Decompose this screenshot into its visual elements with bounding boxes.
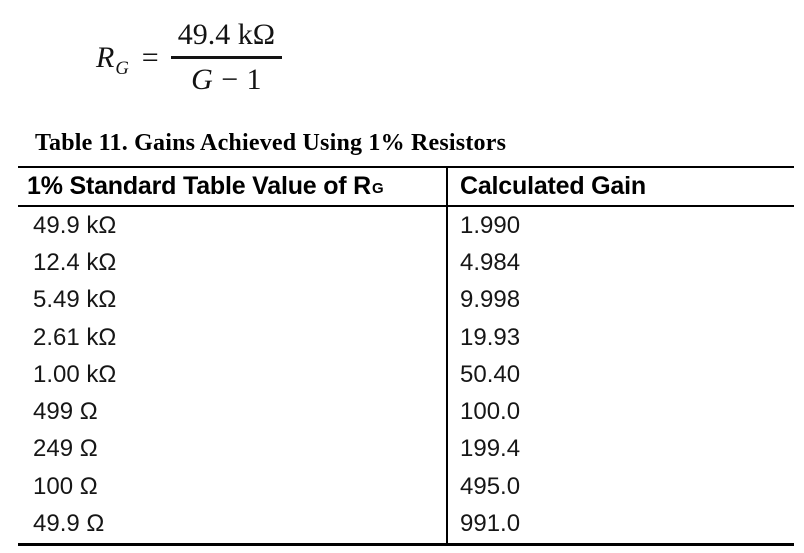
rg-value-cell: 2.61 kΩ bbox=[33, 323, 117, 351]
column-header-calculated-gain: Calculated Gain bbox=[446, 168, 794, 207]
rg-value-cell: 49.9 kΩ bbox=[33, 211, 117, 239]
formula-subscript-g: G bbox=[115, 57, 129, 79]
table-title: Table 11. Gains Achieved Using 1% Resist… bbox=[35, 130, 507, 156]
denominator-constant: 1 bbox=[246, 63, 262, 96]
equals-sign: = bbox=[141, 40, 159, 74]
rg-value-cell: 249 Ω bbox=[33, 435, 98, 463]
gain-value-cell: 9.998 bbox=[446, 281, 794, 319]
gain-value-cell: 495.0 bbox=[446, 468, 794, 506]
fraction-bar bbox=[170, 56, 282, 59]
gain-value-cell: 199.4 bbox=[446, 430, 794, 469]
gain-value-cell: 1.990 bbox=[446, 207, 794, 245]
gain-value-cell: 100.0 bbox=[446, 393, 794, 431]
denominator-variable-g: G bbox=[191, 63, 213, 96]
fraction-denominator: G −1 bbox=[184, 59, 268, 97]
gain-value-cell: 19.93 bbox=[446, 318, 794, 357]
minus-sign: − bbox=[221, 63, 239, 96]
rg-value-cell: 499 Ω bbox=[33, 398, 98, 426]
gain-value-cell: 4.984 bbox=[446, 244, 794, 282]
formula-fraction: 49.4 kΩ G −1 bbox=[170, 18, 282, 97]
formula-variable-r: R bbox=[96, 40, 115, 74]
fraction-numerator: 49.4 kΩ bbox=[177, 18, 275, 51]
rg-value-cell: 1.00 kΩ bbox=[33, 360, 117, 388]
rg-value-cell: 100 Ω bbox=[33, 472, 98, 500]
rg-value-cell: 5.49 kΩ bbox=[33, 286, 117, 314]
formula-lhs: RG bbox=[96, 40, 129, 79]
gain-value-cell: 50.40 bbox=[446, 356, 794, 394]
rg-value-cell: 12.4 kΩ bbox=[33, 248, 117, 276]
column-header-rg-main: 1% Standard Table Value of R bbox=[27, 172, 372, 200]
gain-resistor-formula: RG = 49.4 kΩ G −1 bbox=[96, 18, 282, 97]
column-header-rg-subscript: G bbox=[372, 179, 384, 197]
gain-value-cell: 991.0 bbox=[446, 505, 794, 543]
rg-value-cell: 49.9 Ω bbox=[33, 510, 105, 538]
